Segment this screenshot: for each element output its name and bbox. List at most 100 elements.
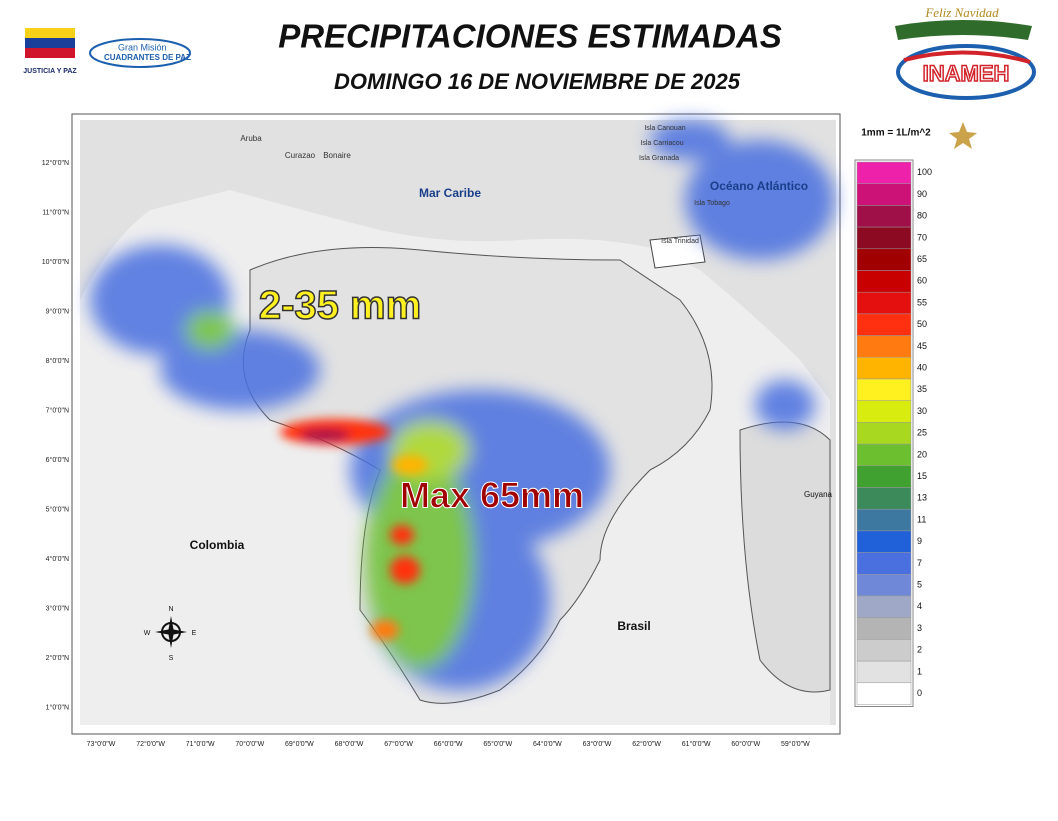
legend-label: 1 — [917, 666, 922, 676]
logo-caption: JUSTICIA Y PAZ — [23, 68, 77, 75]
lat-tick-label: 11°0'0"N — [42, 208, 69, 216]
lat-tick-label: 8°0'0"N — [46, 357, 69, 365]
place-label: Curazao — [285, 151, 316, 160]
legend-swatch — [856, 378, 912, 401]
legend-swatch — [856, 335, 912, 358]
lon-tick-label: 68°0'0"W — [335, 740, 364, 748]
lon-tick-label: 69°0'0"W — [285, 740, 314, 748]
title: PRECIPITACIONES ESTIMADAS — [278, 18, 782, 55]
legend-label: 45 — [917, 341, 927, 351]
legend-swatch — [856, 595, 912, 618]
legend-label: 3 — [917, 623, 922, 633]
place-label: Mar Caribe — [419, 186, 481, 200]
legend-swatch — [856, 313, 912, 336]
legend-label: 40 — [917, 363, 927, 373]
mision-bottom: CUADRANTES DE PAZ — [104, 53, 191, 62]
lon-tick-label: 63°0'0"W — [583, 740, 612, 748]
legend-label: 0 — [917, 688, 922, 698]
place-label: Océano Atlántico — [710, 179, 808, 193]
legend-swatch — [856, 183, 912, 206]
compass-letter: E — [192, 630, 197, 637]
lon-tick-label: 60°0'0"W — [731, 740, 760, 748]
lon-tick-label: 72°0'0"W — [136, 740, 165, 748]
rain-field — [90, 120, 835, 690]
legend-swatch — [856, 291, 912, 315]
legend-label: 55 — [917, 297, 927, 307]
legend-label: 20 — [917, 449, 927, 459]
legend-swatch — [856, 205, 912, 228]
lon-tick-label: 73°0'0"W — [87, 740, 116, 748]
place-label: Isla Tobago — [694, 200, 730, 207]
lat-tick-label: 2°0'0"N — [46, 654, 69, 662]
legend-label: 50 — [917, 319, 927, 329]
legend-label: 25 — [917, 428, 927, 438]
legend-swatch — [856, 639, 912, 662]
legend-label: 30 — [917, 406, 927, 416]
legend-label: 15 — [917, 471, 927, 481]
inameh-logo — [896, 44, 1036, 100]
mision-top: Gran Misión — [118, 42, 167, 52]
legend-swatch — [856, 682, 912, 705]
legend-swatch — [856, 357, 912, 380]
legend-swatch — [856, 574, 912, 597]
legend-swatch — [856, 530, 912, 553]
lat-tick-label: 1°0'0"N — [46, 703, 69, 711]
legend-swatch — [856, 487, 912, 510]
legend-label: 35 — [917, 384, 927, 394]
lat-tick-label: 6°0'0"N — [46, 456, 69, 464]
lat-tick-label: 9°0'0"N — [46, 307, 69, 315]
place-label: Aruba — [240, 134, 262, 143]
legend-swatch — [856, 465, 912, 488]
compass-letter: N — [168, 606, 173, 613]
lon-tick-label: 71°0'0"W — [186, 740, 215, 748]
lat-tick-label: 12°0'0"N — [42, 159, 69, 167]
legend-label: 90 — [917, 189, 927, 199]
lat-tick-label: 10°0'0"N — [42, 258, 69, 266]
lon-tick-label: 65°0'0"W — [483, 740, 512, 748]
lon-tick-label: 61°0'0"W — [682, 740, 711, 748]
place-label: Isla Trinidad — [661, 238, 699, 245]
legend-swatch — [856, 270, 912, 293]
legend-swatch — [856, 422, 912, 445]
place-label: Isla Canouan — [644, 125, 685, 132]
trinidad — [649, 234, 706, 269]
rain-peaks — [280, 419, 428, 640]
lon-tick-label: 70°0'0"W — [235, 740, 264, 748]
rain-annotation: Max 65mm — [400, 475, 584, 516]
lat-tick-label: 3°0'0"N — [46, 604, 69, 612]
mision-logo — [89, 38, 191, 68]
lon-tick-label: 67°0'0"W — [384, 740, 413, 748]
place-label: Bonaire — [323, 151, 351, 160]
legend-label: 65 — [917, 254, 927, 264]
legend-label: 70 — [917, 232, 927, 242]
lon-tick-label: 66°0'0"W — [434, 740, 463, 748]
legend-swatch — [856, 400, 912, 423]
legend-swatch — [856, 443, 912, 467]
lat-tick-label: 5°0'0"N — [46, 505, 69, 513]
legend-swatch — [856, 508, 912, 532]
inameh-swoosh — [903, 50, 1031, 64]
star — [949, 122, 977, 149]
legend-label: 13 — [917, 493, 927, 503]
legend-label: 9 — [917, 536, 922, 546]
legend-swatch — [856, 161, 912, 184]
legend-label: 80 — [917, 211, 927, 221]
legend-swatch — [856, 248, 912, 271]
place-label: Isla Granada — [639, 155, 679, 162]
compass-letter: S — [169, 655, 174, 662]
legend-label: 7 — [917, 558, 922, 568]
lon-tick-label: 59°0'0"W — [781, 740, 810, 748]
unit-note: 1mm = 1L/m^2 — [861, 128, 931, 139]
compass-letter: W — [144, 630, 151, 637]
legend-swatch — [856, 617, 912, 640]
legend-label: 100 — [917, 167, 932, 177]
legend-label: 2 — [917, 645, 922, 655]
subtitle: DOMINGO 16 DE NOVIEMBRE DE 2025 — [334, 69, 741, 94]
compass — [155, 616, 187, 648]
inameh-text: INAMEH — [923, 61, 1010, 86]
vzla-flag — [25, 28, 75, 58]
lon-tick-label: 64°0'0"W — [533, 740, 562, 748]
place-label: Isla Carriacou — [640, 140, 683, 147]
legend-label: 60 — [917, 276, 927, 286]
